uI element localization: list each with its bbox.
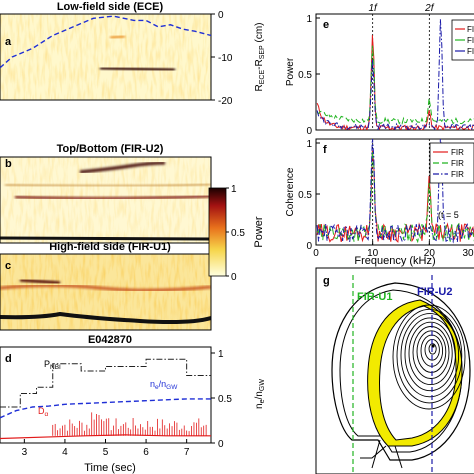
panel-f: 0 0.5 1 0 10 20 30 f (t = 5 Coherence Frequen… (285, 138, 474, 267)
panel-a-heatmap (0, 14, 211, 100)
panel-a-title: Low-field side (ECE) (57, 1, 164, 13)
panel-d-title: E042870 (88, 334, 132, 346)
colorbar-tick-label: 0.5 (231, 228, 245, 239)
flux-surface (396, 308, 463, 404)
panel-d-ylabel: ne/nGW (254, 379, 266, 409)
panel-f-ytick-label: 0 (306, 241, 312, 252)
colorbar-tick-label: 0 (231, 272, 237, 283)
panel-d-xlabel: Time (sec) (84, 462, 136, 474)
colorbar-label: Power (253, 216, 265, 248)
panel-c-letter: c (5, 260, 11, 272)
spectrum-series-2 (316, 150, 474, 244)
panel-a-dashed-line (0, 15, 211, 69)
panel-a: Low-field side (ECE) a 0 -10 -20 RECE-RSEP… (0, 1, 266, 107)
flux-surface (412, 326, 450, 379)
flux-surface (392, 304, 466, 410)
flux-surface (400, 313, 460, 398)
series-line-2 (0, 398, 211, 419)
panel-e-ytick-label: 0.5 (298, 70, 312, 81)
panel-b-heatmap (0, 157, 211, 243)
panel-g-letter: g (323, 275, 330, 287)
panel-e-legend-label: FIR (467, 47, 474, 56)
fir-u1-label: FIR-U1 (357, 291, 392, 303)
panel-f-xtick-label: 30 (462, 248, 474, 259)
panel-g: g FIR-U1 FIR-U2 (315, 267, 474, 474)
panel-f-xlabel: Frequency (kHz) (354, 255, 435, 267)
panel-a-tick-label: -20 (218, 96, 233, 107)
panel-f-ylabel: Coherence (285, 167, 296, 216)
panel-d-xtick-label: 7 (184, 447, 190, 458)
series-line-1 (0, 358, 211, 408)
harmonic-label: 1f (368, 3, 378, 14)
panel-e-ylabel: Power (285, 57, 296, 86)
panel-d-frame (0, 346, 212, 444)
harmonic-label: 2f (424, 3, 435, 14)
panel-d-letter: d (5, 353, 12, 365)
flux-surface (408, 321, 453, 386)
flux-surface (404, 317, 456, 392)
panel-e-ytick-label: 0 (306, 126, 312, 137)
panel-d-rtick-label: 1 (218, 349, 224, 360)
spectrum-series-2 (316, 45, 474, 125)
panel-e-legend-label: FIR (467, 36, 474, 45)
panel-b-letter: b (5, 158, 12, 170)
colorbar-tick-label: 1 (231, 184, 237, 195)
panel-e-ytick-label: 1 (306, 14, 312, 25)
panel-a-right-axis: 0 -10 -20 (211, 10, 233, 107)
panel-d-rtick-label: 0 (218, 439, 224, 450)
panel-a-ylabel: RECE-RSEP (cm) (254, 23, 266, 92)
panel-f-ytick-label: 1 (306, 139, 312, 150)
panel-a-letter: a (5, 36, 12, 48)
series-line-3 (0, 434, 211, 440)
panel-f-letter: f (323, 144, 327, 156)
panel-b: Top/Bottom (FIR-U2) b (0, 143, 212, 244)
tokamak-cross-section (331, 275, 471, 474)
panel-f-xtick-label: 0 (313, 248, 319, 259)
panel-c: High-field side (FIR-U1) c (0, 241, 212, 331)
panel-e-legend-label: FIR (467, 25, 474, 34)
panel-d-xtick-label: 3 (22, 447, 28, 458)
panel-f-ytick-label: 0.5 (298, 190, 312, 201)
panel-f-annotation: (t = 5 (438, 210, 459, 220)
panel-f-legend-label: FIR (451, 159, 464, 168)
dalpha-label: Dα (38, 406, 49, 418)
panel-f-legend-label: FIR (451, 148, 464, 157)
panel-b-title: Top/Bottom (FIR-U2) (57, 143, 164, 155)
panel-c-heatmap (0, 254, 211, 330)
colorbar: 1 0.5 0 Power (208, 184, 265, 283)
fir-u2-label: FIR-U2 (417, 286, 452, 298)
panel-f-xtick-label: 20 (424, 248, 436, 259)
panel-f-legend-label: FIR (451, 170, 464, 179)
panel-e-letter: e (323, 19, 329, 31)
panel-d-xtick-label: 6 (143, 447, 149, 458)
panel-d-xtick-label: 5 (103, 447, 109, 458)
panel-a-tick-label: 0 (218, 10, 224, 21)
spectrum-series-3 (316, 19, 474, 130)
panel-d-rtick-label: 0.5 (218, 394, 232, 405)
panel-c-title: High-field side (FIR-U1) (49, 241, 171, 253)
panel-f-xtick-label: 10 (367, 248, 379, 259)
spectrum-series-3 (316, 139, 474, 244)
panel-a-tick-label: -10 (218, 53, 233, 64)
panel-d-xtick-label: 4 (62, 447, 68, 458)
